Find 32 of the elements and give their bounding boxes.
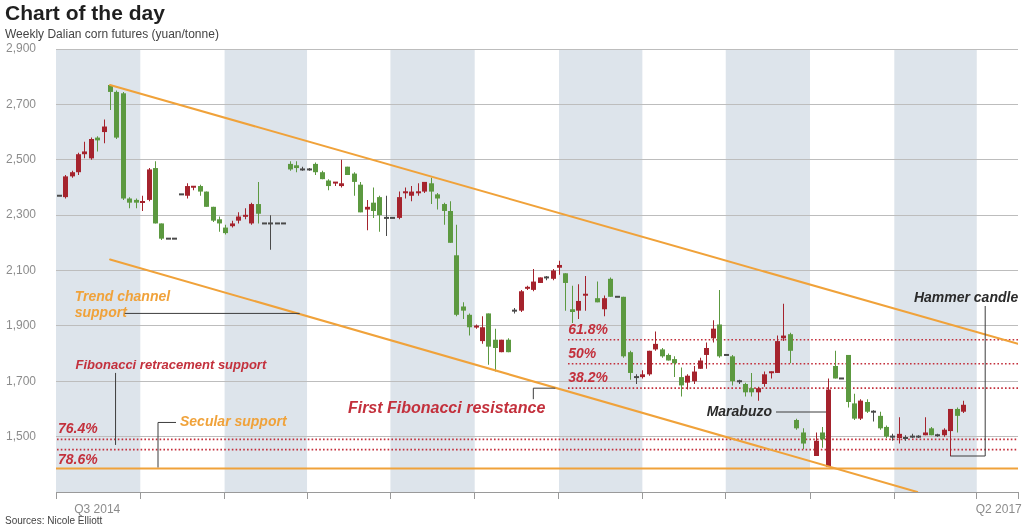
chart-subtitle: Weekly Dalian corn futures (yuan/tonne) [5,27,219,41]
source-note: Sources: Nicole Elliott [5,515,103,526]
annotation: Trend channel support [74,288,172,321]
annotation: 76.4% [58,420,99,437]
candlestick [57,194,62,197]
annotation: Fibonacci retracement support [75,356,267,372]
candlestick [615,295,620,298]
y-tick-label: 1,900 [6,318,37,333]
annotation: Hammer candle [913,288,1019,305]
x-tick-label: Q2 2017 [975,501,1023,516]
y-tick-label: 2,500 [6,152,37,167]
annotation: First Fibonacci resistance [347,398,546,416]
annotation: 50% [568,344,597,361]
y-tick-label: 2,700 [6,96,37,111]
annotation: 38.2% [568,369,609,386]
chart-title: Chart of the day [5,1,165,25]
annotation: 61.8% [568,320,609,337]
x-tick-label: Q3 2014 [74,501,121,516]
candlestick [583,276,588,311]
y-tick-label: 2,900 [6,41,37,56]
candlestick [365,199,370,231]
annotation: Marabuzo [706,402,773,419]
y-tick-label: 1,500 [6,428,37,443]
y-tick-label: 1,700 [6,373,37,388]
candlestick [179,193,184,196]
annotation: 78.6% [58,451,99,468]
candlestick [724,353,729,356]
candlestick [839,377,844,380]
candlestick [570,285,575,324]
y-tick-label: 2,300 [6,207,37,222]
y-tick-label: 2,100 [6,262,37,277]
ref-line-label: Secular support [180,413,288,430]
